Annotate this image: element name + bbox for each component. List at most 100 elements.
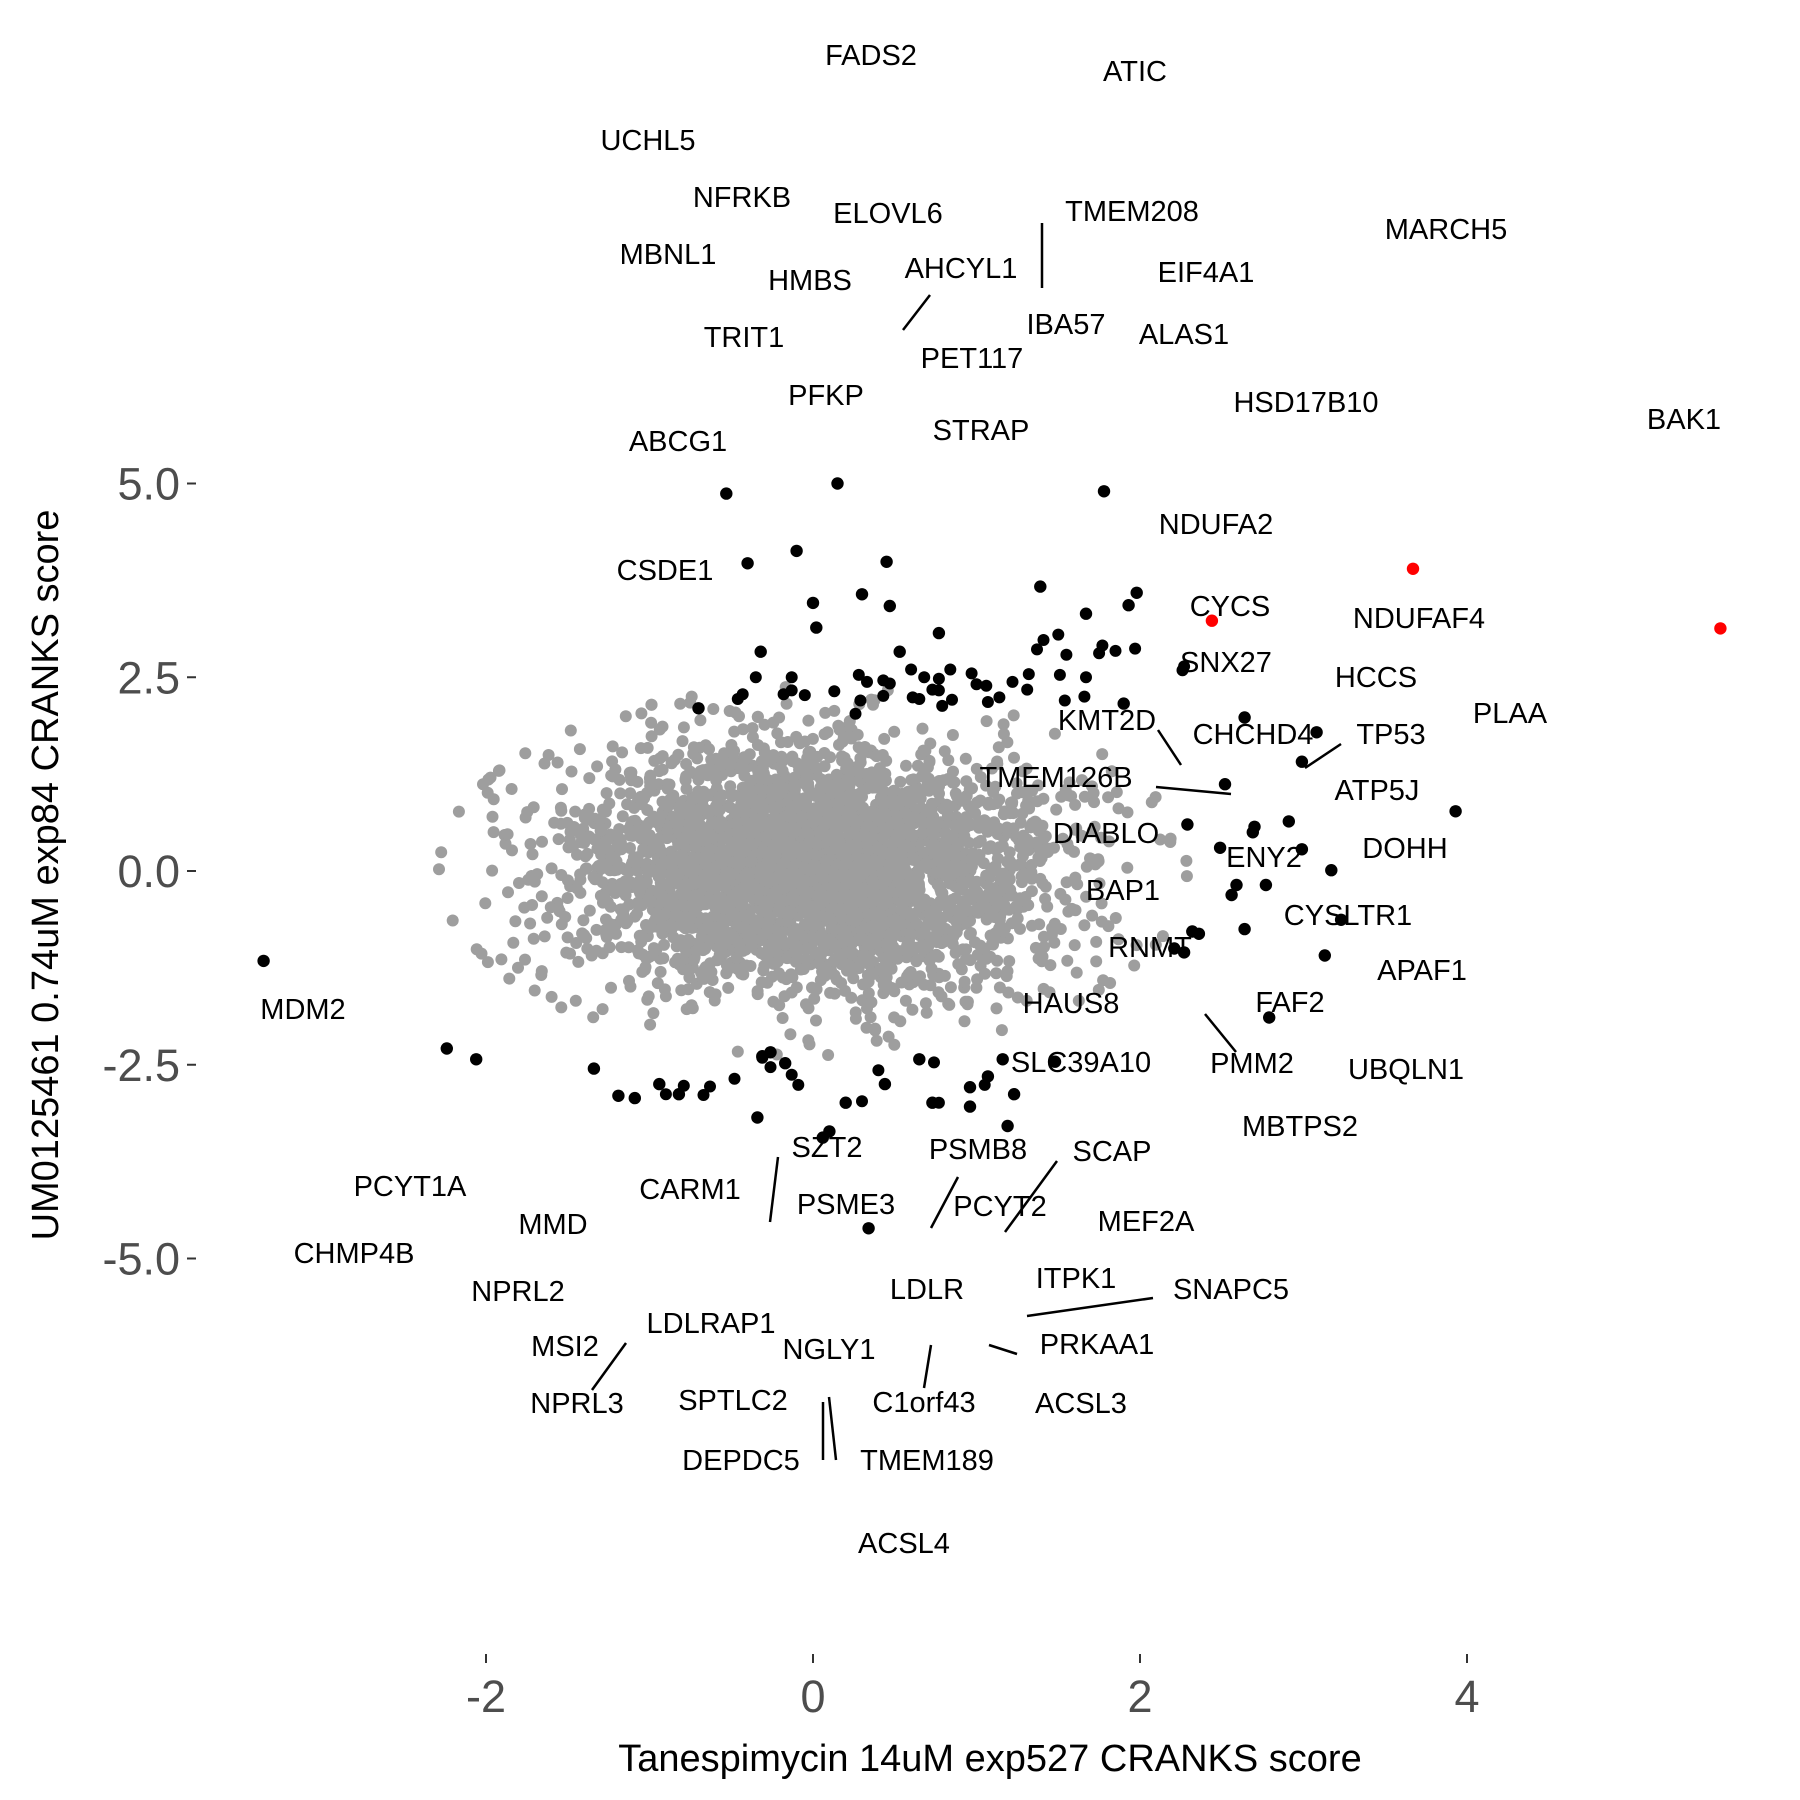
- background-point: [846, 946, 859, 959]
- background-point: [854, 871, 867, 883]
- background-point: [527, 801, 540, 814]
- background-point: [751, 985, 764, 998]
- background-point: [512, 961, 524, 974]
- background-point: [916, 785, 929, 798]
- background-point: [755, 976, 768, 989]
- background-point: [806, 732, 819, 745]
- gene-label-itpk1: ITPK1: [1036, 1263, 1117, 1295]
- background-point: [819, 863, 832, 876]
- background-point: [723, 801, 736, 814]
- background-point: [1025, 836, 1038, 849]
- background-point: [771, 955, 784, 968]
- gene-point-ldlr: [878, 1077, 892, 1091]
- background-point: [862, 844, 875, 856]
- background-point: [642, 867, 655, 879]
- background-point: [1004, 883, 1017, 896]
- background-point: [698, 962, 711, 975]
- background-point: [879, 917, 892, 930]
- background-point: [790, 730, 803, 743]
- background-point: [606, 740, 619, 753]
- background-point: [685, 999, 698, 1012]
- background-point: [624, 842, 636, 854]
- background-point: [881, 981, 894, 994]
- hit-point: [926, 683, 939, 696]
- hit-point: [861, 675, 873, 688]
- background-point: [1025, 866, 1038, 879]
- background-point: [970, 762, 983, 775]
- background-point: [845, 869, 858, 882]
- background-point: [634, 742, 647, 755]
- background-point: [990, 1002, 1003, 1015]
- background-point: [555, 918, 568, 931]
- leader-line: [922, 1344, 933, 1389]
- background-point: [691, 752, 704, 765]
- background-point: [1018, 786, 1031, 799]
- background-point: [1154, 833, 1167, 846]
- gene-point-pcyt2: [981, 1070, 995, 1083]
- gene-point-eif4a1: [1130, 586, 1143, 599]
- gene-point-ubqln1: [1318, 949, 1332, 962]
- gene-point-bak1: [1714, 622, 1727, 635]
- background-point: [995, 1024, 1008, 1037]
- background-point: [703, 765, 716, 778]
- gene-point-acsl3: [1001, 1119, 1014, 1133]
- leader-line: [988, 1343, 1018, 1356]
- gene-label-ldlr: LDLR: [890, 1274, 964, 1306]
- background-point: [843, 779, 856, 792]
- gene-point-nfrkb: [790, 544, 803, 558]
- background-point: [596, 1003, 609, 1016]
- hit-point: [1129, 642, 1142, 655]
- gene-label-sptlc2: SPTLC2: [678, 1385, 788, 1417]
- background-point: [960, 943, 973, 956]
- background-point: [831, 826, 844, 839]
- background-point: [878, 798, 891, 811]
- background-point: [737, 944, 750, 957]
- background-point: [971, 853, 983, 866]
- background-point: [650, 911, 663, 924]
- background-point: [936, 892, 949, 905]
- background-point: [636, 948, 649, 961]
- background-point: [907, 853, 920, 866]
- background-point: [807, 815, 820, 828]
- background-point: [980, 952, 993, 965]
- background-point: [475, 947, 488, 960]
- background-point: [894, 1015, 907, 1028]
- background-point: [1071, 878, 1084, 891]
- gene-label-bak1: BAK1: [1647, 404, 1721, 436]
- background-point: [946, 776, 959, 789]
- background-point: [519, 811, 532, 824]
- background-point: [876, 831, 889, 844]
- background-point: [535, 965, 548, 978]
- background-point: [744, 880, 757, 893]
- background-point: [613, 823, 626, 836]
- background-point: [580, 862, 593, 875]
- background-point: [830, 805, 843, 818]
- gene-label-bap1: BAP1: [1086, 875, 1160, 907]
- hit-point: [980, 679, 993, 692]
- background-point: [974, 794, 987, 807]
- background-point: [555, 869, 568, 881]
- background-point: [862, 987, 875, 1000]
- hit-point: [965, 667, 978, 680]
- gene-label-ndufaf4: NDUFAF4: [1353, 603, 1485, 635]
- background-point: [1068, 939, 1081, 952]
- background-point: [767, 812, 780, 825]
- background-point: [673, 802, 686, 814]
- background-point: [1001, 736, 1014, 749]
- gene-label-mdm2: MDM2: [260, 994, 345, 1026]
- hit-point: [872, 1064, 885, 1077]
- background-point: [663, 794, 676, 807]
- hit-point: [1053, 668, 1066, 681]
- gene-point-sptlc2: [751, 1111, 764, 1124]
- background-point: [647, 942, 660, 955]
- background-point: [901, 939, 914, 952]
- hit-point: [928, 1056, 940, 1069]
- hit-point: [1058, 694, 1071, 707]
- background-point: [564, 724, 577, 737]
- gene-label-tp53: TP53: [1356, 719, 1425, 751]
- background-point: [835, 912, 848, 925]
- background-point: [970, 981, 983, 994]
- background-point: [767, 716, 780, 729]
- background-point: [596, 947, 609, 960]
- hit-point: [736, 688, 749, 701]
